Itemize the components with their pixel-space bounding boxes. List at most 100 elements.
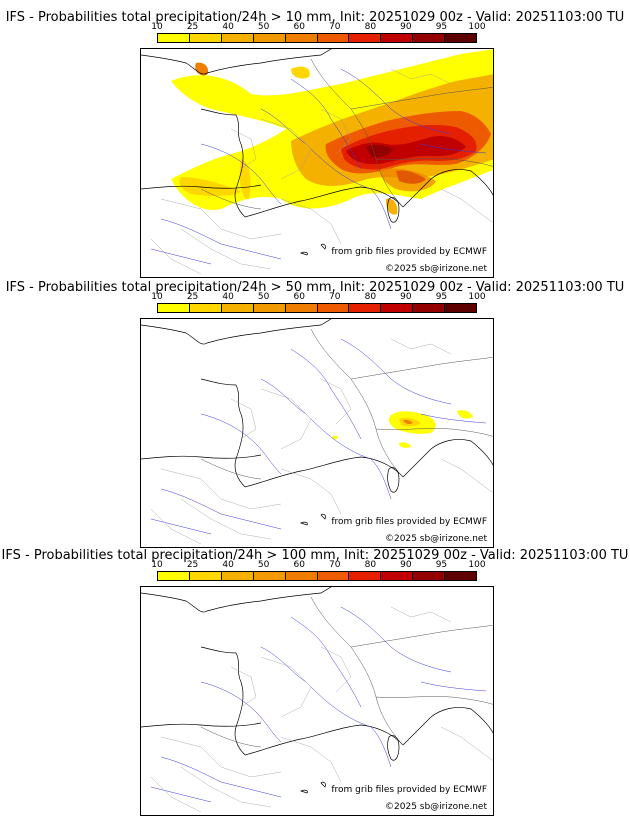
panel-title: IFS - Probabilities total precipitation/… [5, 10, 625, 25]
legend-swatch [189, 572, 222, 580]
legend-swatch [158, 572, 190, 580]
panel-10mm: IFS - Probabilities total precipitation/… [0, 0, 630, 278]
legend-tick-label: 25 [186, 22, 199, 32]
legend-swatch [413, 34, 446, 42]
legend-swatch [285, 304, 318, 312]
rivers [150, 338, 487, 535]
legend-tick-label: 100 [468, 560, 486, 570]
legend-swatch [445, 572, 477, 580]
legend-swatch [317, 572, 350, 580]
legend-tick-label: 80 [364, 22, 377, 32]
map-100mm: from grib files provided by ECMWF ©2025 … [140, 586, 494, 816]
legend-swatch [317, 304, 350, 312]
legend-swatch [381, 34, 414, 42]
legend-tick-label: 95 [435, 22, 448, 32]
legend-tick-label: 50 [257, 292, 270, 302]
legend-swatch [221, 304, 254, 312]
data-source-credit: from grib files provided by ECMWF [331, 247, 487, 257]
legend-tick-label: 70 [329, 22, 341, 32]
admin-boundaries [150, 338, 493, 545]
map-canvas [141, 49, 493, 275]
legend-tick-label: 40 [222, 560, 234, 570]
legend-swatch [445, 34, 477, 42]
legend-tick-label: 60 [293, 560, 305, 570]
legend-swatch [158, 34, 190, 42]
copyright-text: ©2025 sb@irizone.net [385, 802, 487, 812]
legend-tick-label: 90 [400, 560, 412, 570]
legend-swatch [381, 572, 414, 580]
legend-swatch [317, 34, 350, 42]
legend-bar [157, 571, 477, 581]
coastlines [141, 319, 493, 526]
legend-tick-label: 10 [151, 560, 163, 570]
legend-tick-label: 95 [435, 292, 448, 302]
legend-bar [157, 33, 477, 43]
legend-tick-label: 50 [257, 560, 270, 570]
legend-tick-label: 90 [400, 22, 412, 32]
coastlines [141, 49, 493, 256]
legend-tick-label: 80 [364, 560, 377, 570]
copyright-text: ©2025 sb@irizone.net [385, 534, 487, 544]
legend-swatch [253, 304, 286, 312]
precip-probability-field [171, 49, 493, 215]
country-borders [200, 58, 493, 210]
legend-tick-label: 25 [186, 560, 199, 570]
panel-50mm: IFS - Probabilities total precipitation/… [0, 270, 630, 548]
legend-tick-label: 100 [468, 292, 486, 302]
legend-tick-label: 100 [468, 22, 486, 32]
legend-swatch [349, 34, 382, 42]
legend-tick-label: 50 [257, 22, 270, 32]
map-10mm: from grib files provided by ECMWF ©2025 … [140, 48, 494, 278]
legend-swatch [158, 304, 190, 312]
color-legend: 10 25 40 50 60 70 80 90 95 100 [151, 560, 486, 581]
panel-100mm: IFS - Probabilities total precipitation/… [0, 538, 630, 816]
legend-tick-label: 70 [329, 560, 341, 570]
legend-swatch [381, 304, 414, 312]
precip-probability-field [332, 410, 473, 448]
legend-tick-label: 90 [400, 292, 412, 302]
map-canvas [141, 587, 493, 813]
data-source-credit: from grib files provided by ECMWF [331, 785, 487, 795]
rivers [150, 606, 487, 803]
legend-swatch [445, 304, 477, 312]
legend-swatch [253, 34, 286, 42]
copyright-text: ©2025 sb@irizone.net [385, 264, 487, 274]
country-borders [200, 328, 493, 480]
legend-bar [157, 303, 477, 313]
legend-swatch [349, 304, 382, 312]
legend-swatch [413, 304, 446, 312]
legend-swatch [413, 572, 446, 580]
legend-tick-label: 40 [222, 22, 234, 32]
coastlines [141, 587, 493, 794]
admin-boundaries [150, 606, 493, 813]
legend-labels: 10 25 40 50 60 70 80 90 95 100 [151, 292, 485, 302]
panel-title: IFS - Probabilities total precipitation/… [5, 280, 625, 295]
legend-tick-label: 80 [364, 292, 377, 302]
legend-swatch [349, 572, 382, 580]
legend-swatch [221, 34, 254, 42]
legend-tick-label: 60 [293, 22, 305, 32]
map-50mm: from grib files provided by ECMWF ©2025 … [140, 318, 494, 548]
legend-swatch [285, 34, 318, 42]
legend-tick-label: 10 [151, 22, 163, 32]
legend-tick-label: 70 [329, 292, 341, 302]
panel-title: IFS - Probabilities total precipitation/… [1, 548, 629, 563]
legend-swatch [189, 304, 222, 312]
map-canvas [141, 319, 493, 545]
color-legend: 10 25 40 50 60 70 80 90 95 100 [151, 22, 486, 43]
legend-tick-label: 10 [151, 292, 163, 302]
legend-tick-label: 25 [186, 292, 199, 302]
country-borders [200, 596, 493, 748]
legend-labels: 10 25 40 50 60 70 80 90 95 100 [151, 22, 485, 32]
legend-swatch [285, 572, 318, 580]
legend-tick-label: 95 [435, 560, 448, 570]
legend-swatch [221, 572, 254, 580]
color-legend: 10 25 40 50 60 70 80 90 95 100 [151, 292, 486, 313]
legend-swatch [253, 572, 286, 580]
legend-tick-label: 40 [222, 292, 234, 302]
legend-labels: 10 25 40 50 60 70 80 90 95 100 [151, 560, 485, 570]
data-source-credit: from grib files provided by ECMWF [331, 517, 487, 527]
admin-boundaries [150, 68, 493, 275]
legend-tick-label: 60 [293, 292, 305, 302]
legend-swatch [189, 34, 222, 42]
